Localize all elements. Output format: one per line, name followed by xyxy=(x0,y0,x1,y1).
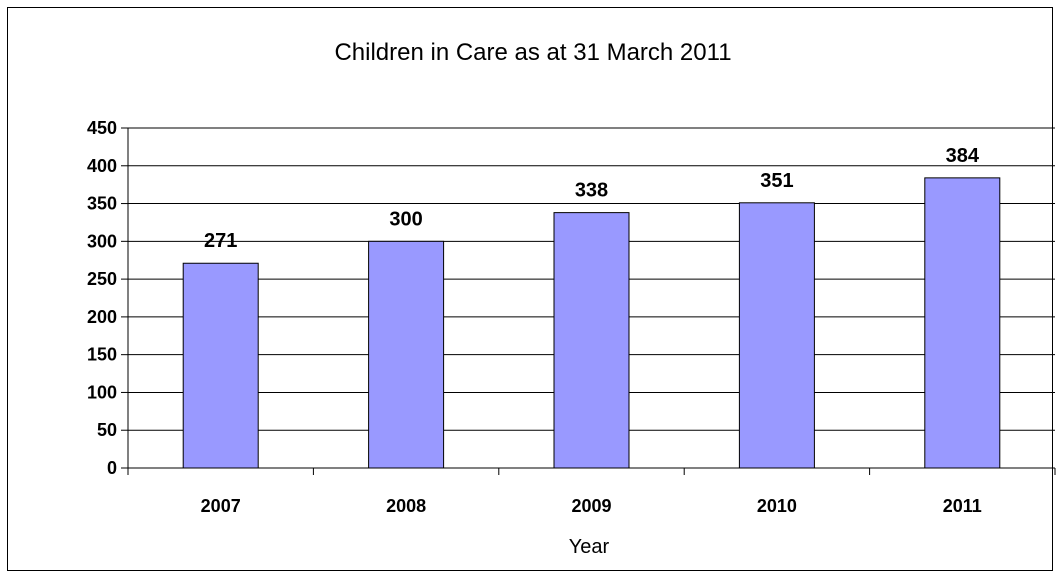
chart-frame xyxy=(7,7,1053,571)
x-tick-label: 2011 xyxy=(943,496,982,516)
bar-2009 xyxy=(553,212,630,469)
y-tick-label: 450 xyxy=(87,118,117,138)
y-tick-label: 200 xyxy=(87,307,117,327)
data-label: 351 xyxy=(760,170,793,192)
y-tick-labels: 0 50 100 150 200 250 300 350 400 450 xyxy=(87,118,117,478)
bars xyxy=(182,177,1001,469)
x-tick-label: 2009 xyxy=(571,496,611,516)
bar-2011 xyxy=(924,177,1001,469)
y-tick-label: 350 xyxy=(87,194,117,214)
bar-2010 xyxy=(738,202,815,469)
axes xyxy=(121,127,1056,475)
data-label: 384 xyxy=(946,145,980,167)
data-label: 271 xyxy=(204,230,237,252)
x-axis-title: Year xyxy=(569,536,610,558)
x-tick-label: 2007 xyxy=(201,496,241,516)
chart-title: Children in Care as at 31 March 2011 xyxy=(334,39,731,66)
bar-2008 xyxy=(368,240,445,469)
y-tick-label: 150 xyxy=(87,345,117,365)
y-tick-label: 300 xyxy=(87,231,117,251)
y-tick-label: 100 xyxy=(87,382,117,402)
y-tick-label: 0 xyxy=(107,458,117,478)
data-label: 338 xyxy=(575,180,608,202)
y-tick-label: 50 xyxy=(97,420,117,440)
y-tick-label: 400 xyxy=(87,156,117,176)
x-tick-labels: 2007 2008 2009 2010 2011 xyxy=(201,496,982,516)
data-label: 300 xyxy=(389,208,422,230)
x-tick-label: 2008 xyxy=(386,496,426,516)
bar-2007 xyxy=(182,262,259,469)
x-tick-label: 2010 xyxy=(757,496,797,516)
data-labels: 271 300 338 351 384 xyxy=(204,145,980,252)
y-tick-label: 250 xyxy=(87,269,117,289)
